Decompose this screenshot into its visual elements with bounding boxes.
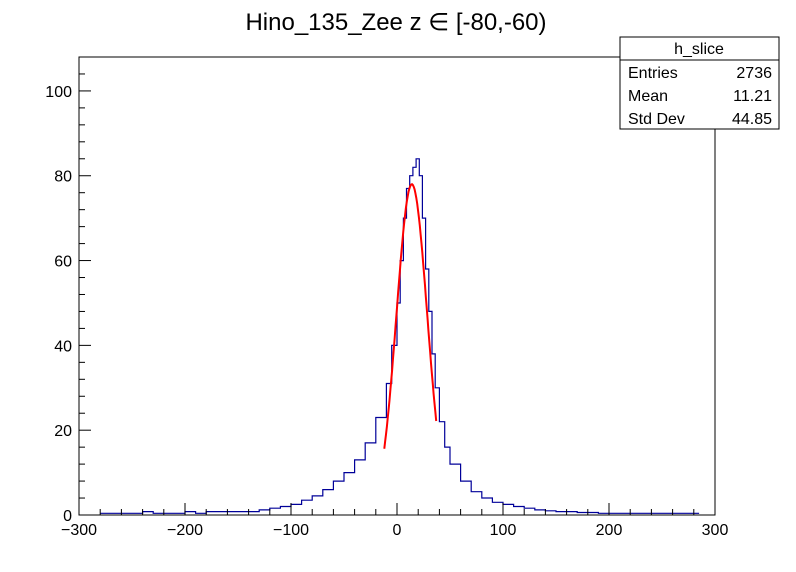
y-tick-label: 80 xyxy=(54,169,72,186)
stats-entries-label: Entries xyxy=(628,65,678,82)
stats-stddev-value: 44.85 xyxy=(732,111,772,128)
x-tick-label: 100 xyxy=(490,522,517,539)
x-tick-label: 0 xyxy=(393,522,402,539)
stats-box-frame xyxy=(619,36,780,130)
chart-title: Hino_135_Zee z ∈ [-80,-60) xyxy=(245,9,546,36)
stats-mean-label: Mean xyxy=(628,88,668,105)
y-tick-label: 0 xyxy=(63,508,72,525)
gaussian-fit-line xyxy=(383,183,438,449)
x-tick-label: 300 xyxy=(702,522,729,539)
stats-box: h_slice Entries 2736 Mean 11.21 Std Dev … xyxy=(619,36,780,130)
x-axis: −300 −200 −100 0 100 200 300 xyxy=(61,503,728,539)
x-tick-label: −300 xyxy=(61,522,97,539)
histogram-bars xyxy=(100,158,700,514)
x-tick-label: −100 xyxy=(273,522,309,539)
y-tick-label: 100 xyxy=(45,84,72,101)
fit-curve xyxy=(383,183,438,449)
stats-stddev-label: Std Dev xyxy=(628,111,685,128)
y-axis: 0 20 40 60 80 100 xyxy=(45,56,91,525)
stats-mean-value: 11.21 xyxy=(733,88,772,105)
stats-entries-value: 2736 xyxy=(736,65,772,82)
y-tick-label: 60 xyxy=(54,254,72,271)
x-tick-label: −200 xyxy=(167,522,203,539)
stats-box-title: h_slice xyxy=(674,41,724,58)
y-tick-label: 40 xyxy=(54,338,72,355)
histogram-profile xyxy=(100,158,700,514)
x-tick-label: 200 xyxy=(596,522,623,539)
y-tick-label: 20 xyxy=(54,423,72,440)
